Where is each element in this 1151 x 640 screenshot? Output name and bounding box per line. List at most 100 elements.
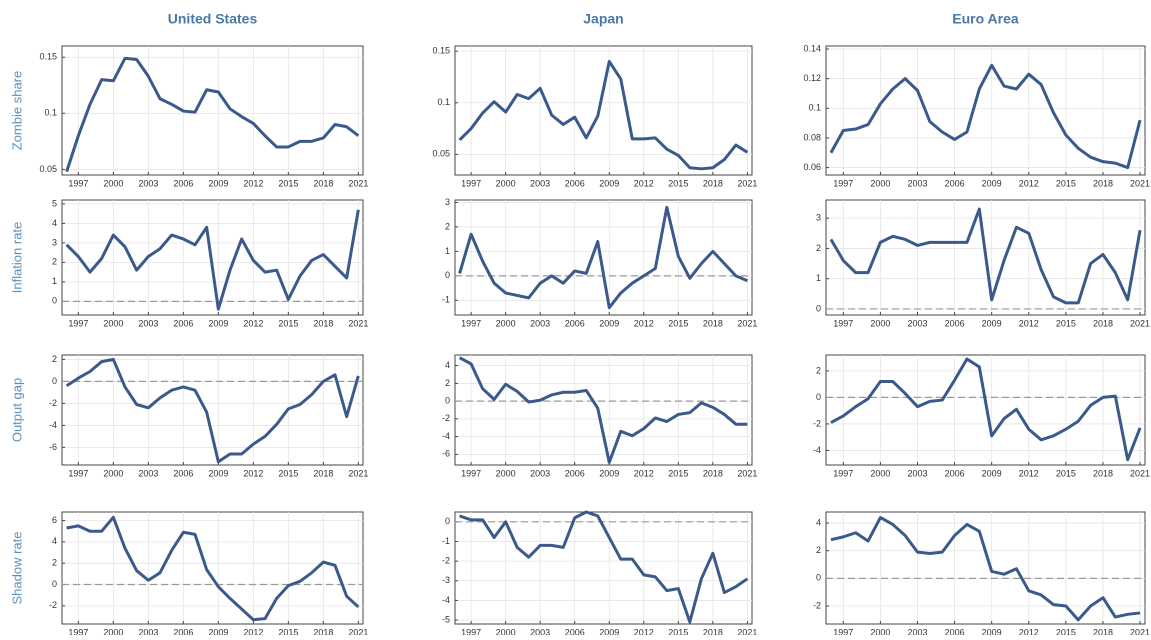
y-tick-label: 0.06 (803, 162, 821, 172)
x-tick-label: 2009 (982, 627, 1002, 635)
y-tick-label: -2 (442, 555, 450, 565)
plot-area (454, 45, 753, 176)
x-tick-label: 2015 (1056, 178, 1076, 188)
y-tick-label: 0.15 (432, 46, 450, 56)
y-tick-label: 0 (52, 296, 57, 306)
data-line (66, 515, 360, 622)
x-tick-label: 2021 (348, 468, 368, 478)
plot-area (61, 199, 364, 316)
x-tick-label: 2018 (1093, 627, 1113, 635)
y-tick-label: 2 (445, 221, 450, 231)
x-tick-label: 2015 (668, 318, 688, 328)
y-tick-label: -1 (442, 295, 450, 305)
data-line (829, 207, 1142, 305)
x-tick-label: 1997 (68, 178, 88, 188)
y-tick-label: 0.1 (808, 103, 821, 113)
x-tick-label: 2021 (1130, 627, 1150, 635)
x-tick-label: 2021 (737, 178, 757, 188)
y-tick-label: 1 (52, 276, 57, 286)
x-tick-label: 1997 (833, 178, 853, 188)
x-tick-label: 1997 (68, 627, 88, 635)
y-tick-label: 2 (52, 558, 57, 568)
x-tick-label: 2015 (278, 468, 298, 478)
y-tick-label: 3 (816, 213, 821, 223)
x-tick-label: 2003 (530, 468, 550, 478)
x-tick-label: 2000 (496, 468, 516, 478)
y-tick-label: 2 (445, 378, 450, 388)
x-tick-label: 2018 (313, 468, 333, 478)
y-tick-label: 2 (816, 545, 821, 555)
x-tick-label: 2000 (103, 627, 123, 635)
x-tick-label: 2021 (737, 468, 757, 478)
data-line (459, 510, 749, 624)
y-tick-label: 4 (445, 360, 450, 370)
x-tick-label: 2006 (173, 178, 193, 188)
y-tick-label: -6 (49, 442, 57, 452)
x-tick-label: 2006 (945, 468, 965, 478)
x-tick-label: 2012 (634, 178, 654, 188)
x-tick-label: 2015 (1056, 468, 1076, 478)
y-tick-label: -4 (813, 445, 821, 455)
x-tick-label: 2015 (1056, 627, 1076, 635)
x-tick-label: 2009 (599, 318, 619, 328)
x-tick-label: 2000 (496, 318, 516, 328)
y-tick-label: 6 (52, 515, 57, 525)
x-tick-label: 2009 (599, 468, 619, 478)
data-line (65, 56, 360, 173)
x-tick-label: 2021 (1130, 318, 1150, 328)
row-label: Inflation rate (9, 222, 24, 294)
x-tick-label: 2018 (1093, 178, 1113, 188)
x-tick-label: 2018 (703, 468, 723, 478)
plot-area (454, 199, 753, 316)
x-tick-label: 2021 (348, 178, 368, 188)
y-tick-label: 0 (816, 392, 821, 402)
x-tick-label: 2012 (634, 627, 654, 635)
x-tick-label: 2021 (348, 318, 368, 328)
data-line (830, 357, 1142, 462)
x-tick-label: 2018 (703, 178, 723, 188)
y-tick-label: -2 (813, 600, 821, 610)
y-tick-label: 0 (52, 376, 57, 386)
y-tick-label: 2 (816, 243, 821, 253)
x-tick-label: 1997 (461, 178, 481, 188)
x-tick-label: 1997 (461, 627, 481, 635)
x-tick-label: 2000 (496, 627, 516, 635)
x-tick-label: 2009 (208, 178, 228, 188)
y-tick-label: 0.1 (44, 108, 57, 118)
plot-area (61, 354, 364, 466)
y-tick-label: 2 (816, 365, 821, 375)
x-tick-label: 1997 (833, 468, 853, 478)
x-tick-label: 2006 (565, 178, 585, 188)
y-tick-label: -2 (49, 398, 57, 408)
x-tick-label: 2012 (1019, 318, 1039, 328)
x-tick-label: 2018 (313, 627, 333, 635)
y-tick-label: 0.05 (39, 164, 57, 174)
x-tick-label: 2018 (703, 627, 723, 635)
x-tick-label: 2018 (313, 178, 333, 188)
x-tick-label: 2003 (138, 627, 158, 635)
x-tick-label: 2009 (982, 468, 1002, 478)
y-tick-label: -2 (813, 418, 821, 428)
plot-area (454, 511, 753, 625)
x-tick-label: 2000 (870, 627, 890, 635)
data-line (830, 516, 1141, 622)
x-tick-label: 2000 (103, 178, 123, 188)
x-tick-label: 1997 (833, 318, 853, 328)
x-tick-label: 2021 (1130, 468, 1150, 478)
y-tick-label: 0.12 (803, 73, 821, 83)
data-line (829, 63, 1142, 170)
data-line (458, 356, 748, 464)
x-tick-label: 2003 (138, 318, 158, 328)
x-tick-label: 2009 (982, 318, 1002, 328)
x-tick-label: 2003 (530, 178, 550, 188)
y-tick-label: -4 (442, 595, 450, 605)
x-tick-label: 2006 (173, 468, 193, 478)
y-tick-label: 0 (445, 396, 450, 406)
data-line (65, 357, 360, 464)
x-tick-label: 2015 (668, 468, 688, 478)
y-tick-label: 0.08 (803, 132, 821, 142)
column-title: Japan (583, 11, 623, 27)
y-tick-label: -2 (442, 413, 450, 423)
x-tick-label: 2000 (496, 178, 516, 188)
